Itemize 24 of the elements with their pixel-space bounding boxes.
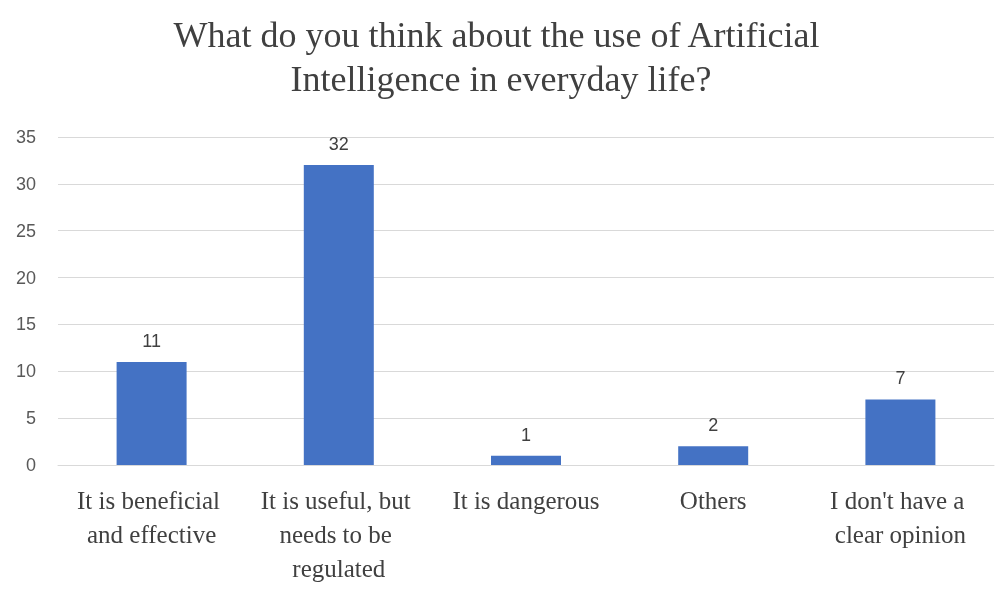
bar	[116, 361, 187, 465]
x-tick-label: It is useful, but needs to be regulated	[260, 486, 417, 582]
x-tick-label: It is beneficial and effective	[76, 486, 227, 548]
y-tick-label: 5	[25, 408, 36, 429]
bar	[303, 165, 374, 465]
data-label: 1	[520, 424, 532, 445]
data-label: 2	[708, 415, 719, 436]
bar	[678, 446, 749, 465]
y-tick-label: 20	[15, 267, 36, 288]
x-tick-label: It is dangerous	[452, 486, 600, 514]
y-tick-label: 10	[15, 361, 36, 382]
chart-title: What do you think about the use of Artificial Intelligence in everyday life?	[173, 15, 829, 99]
x-tick-label: I don't have a clear opinion	[830, 486, 971, 548]
y-tick-label: 15	[15, 314, 36, 335]
y-tick-label: 35	[15, 127, 36, 147]
bar	[491, 455, 561, 465]
y-tick-label: 25	[15, 220, 36, 241]
y-tick-label: 0	[25, 455, 36, 475]
data-label: 11	[142, 330, 161, 351]
x-tick-label: Others	[679, 486, 747, 514]
data-label: 7	[895, 368, 906, 389]
y-tick-label: 30	[15, 173, 36, 194]
data-label: 32	[328, 134, 349, 155]
bar	[865, 399, 936, 465]
